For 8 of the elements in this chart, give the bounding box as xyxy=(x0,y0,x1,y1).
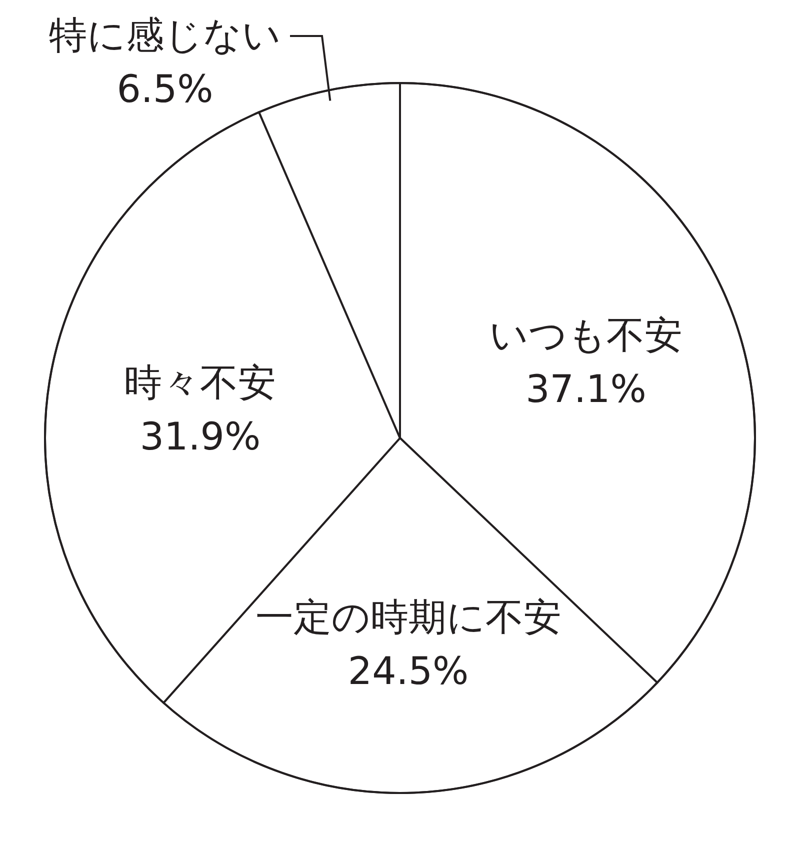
data-label: 6.5% xyxy=(116,67,214,111)
slice-label: 一定の時期に不安 xyxy=(255,595,562,640)
data-label: 24.5% xyxy=(348,649,469,694)
data-label: 31.9% xyxy=(140,414,261,459)
slice-label: 特に感じない xyxy=(49,13,281,57)
data-label: 37.1% xyxy=(526,367,646,412)
slice-label: いつも不安 xyxy=(489,313,682,358)
slice-label: 時々不安 xyxy=(124,360,276,405)
